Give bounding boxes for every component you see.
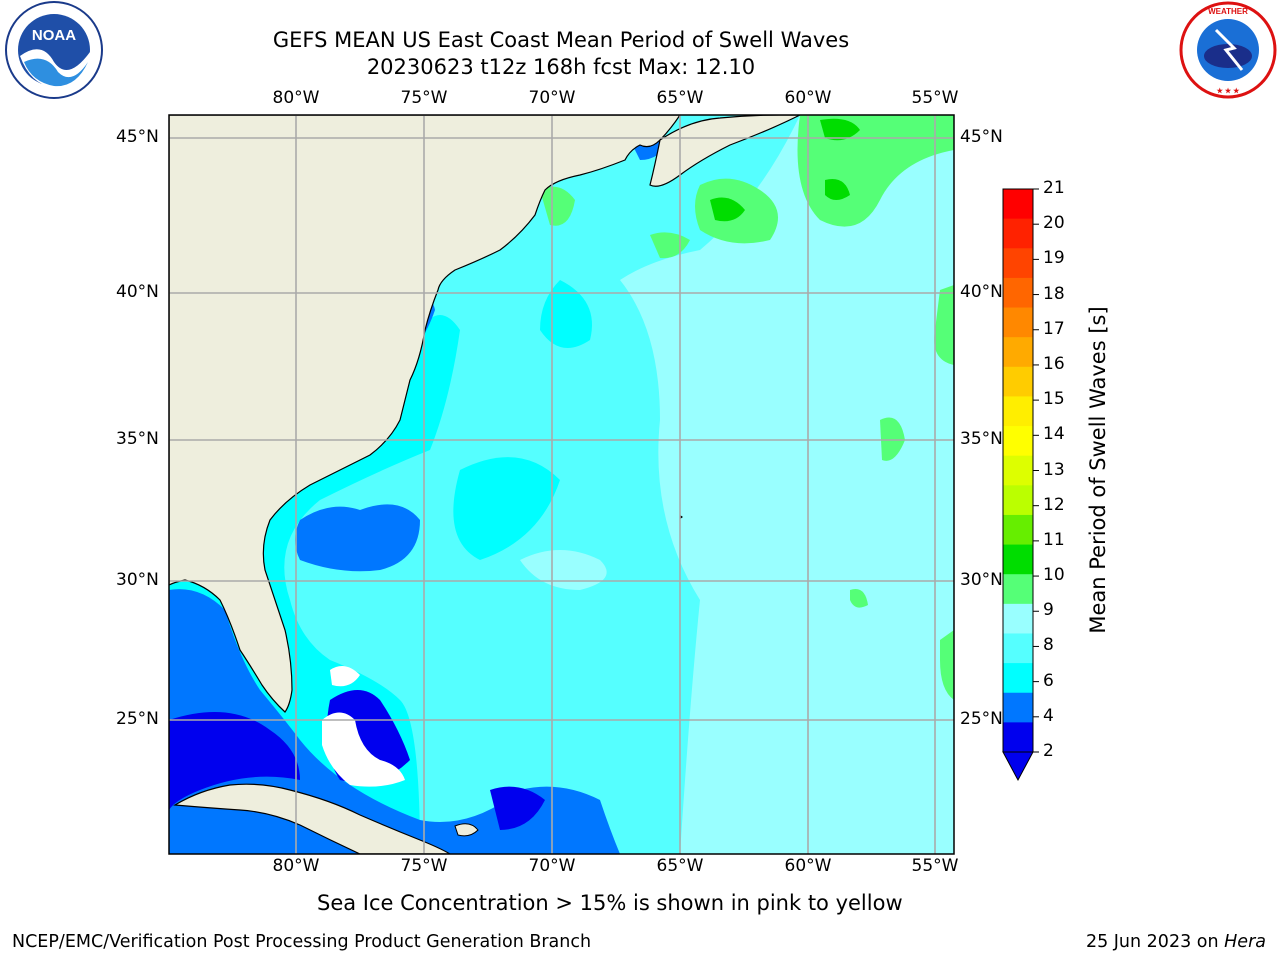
- colorbar-tick-label: 8: [1043, 635, 1054, 656]
- colorbar-tick-label: 11: [1043, 529, 1065, 550]
- colorbar-tick-label: 21: [1043, 178, 1065, 198]
- lon-label-bottom-60w: 60°W: [784, 856, 832, 876]
- footer-machine: Hera: [1224, 932, 1266, 952]
- colorbar-swatch: [1003, 633, 1033, 664]
- map-gridlines: [169, 115, 954, 854]
- swell-region-under-2s: [169, 712, 300, 810]
- lon-label-bottom-75w: 75°W: [400, 856, 448, 876]
- colorbar-swatch: [1003, 248, 1033, 279]
- land-cuba: [173, 783, 452, 854]
- footer-date: 25 Jun 2023 on: [1085, 932, 1225, 952]
- svg-text:★ ★ ★: ★ ★ ★: [1217, 87, 1240, 95]
- colorbar-tick-label: 4: [1043, 705, 1054, 726]
- lat-label-left-40n: 40°N: [116, 282, 159, 302]
- colorbar-tick-label: 16: [1043, 353, 1065, 374]
- colorbar-tick-label: 19: [1043, 248, 1065, 269]
- lat-label-left-45n: 45°N: [116, 127, 159, 147]
- nws-logo: WEATHER ★ ★ ★: [1176, 0, 1280, 100]
- sea-ice-note: Sea Ice Concentration > 15% is shown in …: [317, 891, 903, 915]
- colorbar-swatch: [1003, 307, 1033, 338]
- chart-title: GEFS MEAN US East Coast Mean Period of S…: [272, 28, 850, 52]
- colorbar-tick-label: 14: [1043, 424, 1065, 445]
- lat-label-right-45n: 45°N: [960, 127, 1003, 147]
- lon-label-top-70w: 70°W: [528, 88, 576, 108]
- colorbar-swatch: [1003, 514, 1033, 546]
- colorbar-swatch: [1003, 692, 1033, 723]
- lon-label-bottom-80w: 80°W: [272, 856, 320, 876]
- lat-label-left-30n: 30°N: [116, 570, 159, 590]
- footer-right: 25 Jun 2023 on Hera: [1086, 932, 1266, 952]
- lat-label-left-25n: 25°N: [116, 709, 159, 729]
- colorbar-tick-label: 6: [1043, 670, 1054, 691]
- colorbar-tick-label: 10: [1043, 565, 1065, 586]
- lat-label-right-35n: 35°N: [960, 429, 1003, 449]
- swell-region-8-9s: [620, 115, 954, 854]
- colorbar-swatch: [1003, 663, 1033, 694]
- noaa-logo: NOAA: [2, 0, 106, 100]
- colorbar-swatch: [1003, 189, 1033, 220]
- colorbar-swatch: [1003, 366, 1033, 397]
- svg-text:WEATHER: WEATHER: [1208, 7, 1248, 16]
- colorbar-tick-label: 2: [1043, 741, 1054, 761]
- colorbar-swatch: [1003, 722, 1033, 753]
- lon-label-bottom-55w: 55°W: [911, 856, 959, 876]
- lat-label-right-30n: 30°N: [960, 570, 1003, 590]
- lon-label-top-55w: 55°W: [911, 88, 959, 108]
- lon-label-top-60w: 60°W: [784, 88, 832, 108]
- colorbar-swatch: [1003, 396, 1033, 427]
- svg-text:NOAA: NOAA: [32, 27, 76, 44]
- colorbar-label: Mean Period of Swell Waves [s]: [1086, 306, 1110, 634]
- lat-label-right-40n: 40°N: [960, 282, 1003, 302]
- map-frame: [168, 114, 955, 855]
- colorbar-swatch: [1003, 337, 1033, 368]
- colorbar-under-arrow: [1002, 751, 1034, 782]
- lon-label-bottom-70w: 70°W: [528, 856, 576, 876]
- colorbar-swatch: [1003, 544, 1033, 575]
- colorbar-tick-label: 13: [1043, 459, 1065, 480]
- colorbar-swatch: [1003, 277, 1033, 309]
- colorbar-tick-label: 18: [1043, 283, 1065, 304]
- colorbar-tick-label: 17: [1043, 318, 1065, 339]
- lat-label-right-25n: 25°N: [960, 709, 1003, 729]
- lon-label-top-75w: 75°W: [400, 88, 448, 108]
- lon-label-top-80w: 80°W: [272, 88, 320, 108]
- swell-region-2-4s: [295, 504, 420, 572]
- colorbar: [1002, 188, 1039, 782]
- colorbar-swatch: [1003, 485, 1033, 516]
- colorbar-swatch: [1003, 218, 1033, 249]
- map-field: [169, 115, 954, 854]
- chart-subtitle: 20230623 t12z 168h fcst Max: 12.10: [366, 55, 756, 79]
- lon-label-top-65w: 65°W: [656, 88, 704, 108]
- footer-left: NCEP/EMC/Verification Post Processing Pr…: [12, 932, 592, 952]
- lat-label-left-35n: 35°N: [116, 429, 159, 449]
- colorbar-tick-label: 9: [1043, 600, 1054, 621]
- colorbar-swatch: [1003, 426, 1033, 457]
- lon-label-bottom-65w: 65°W: [656, 856, 704, 876]
- colorbar-swatch: [1003, 574, 1033, 605]
- colorbar-swatch: [1003, 603, 1033, 634]
- colorbar-tick-label: 20: [1043, 213, 1065, 234]
- colorbar-swatch: [1003, 455, 1033, 486]
- colorbar-tick-label: 12: [1043, 494, 1065, 515]
- colorbar-tick-label: 15: [1043, 389, 1065, 410]
